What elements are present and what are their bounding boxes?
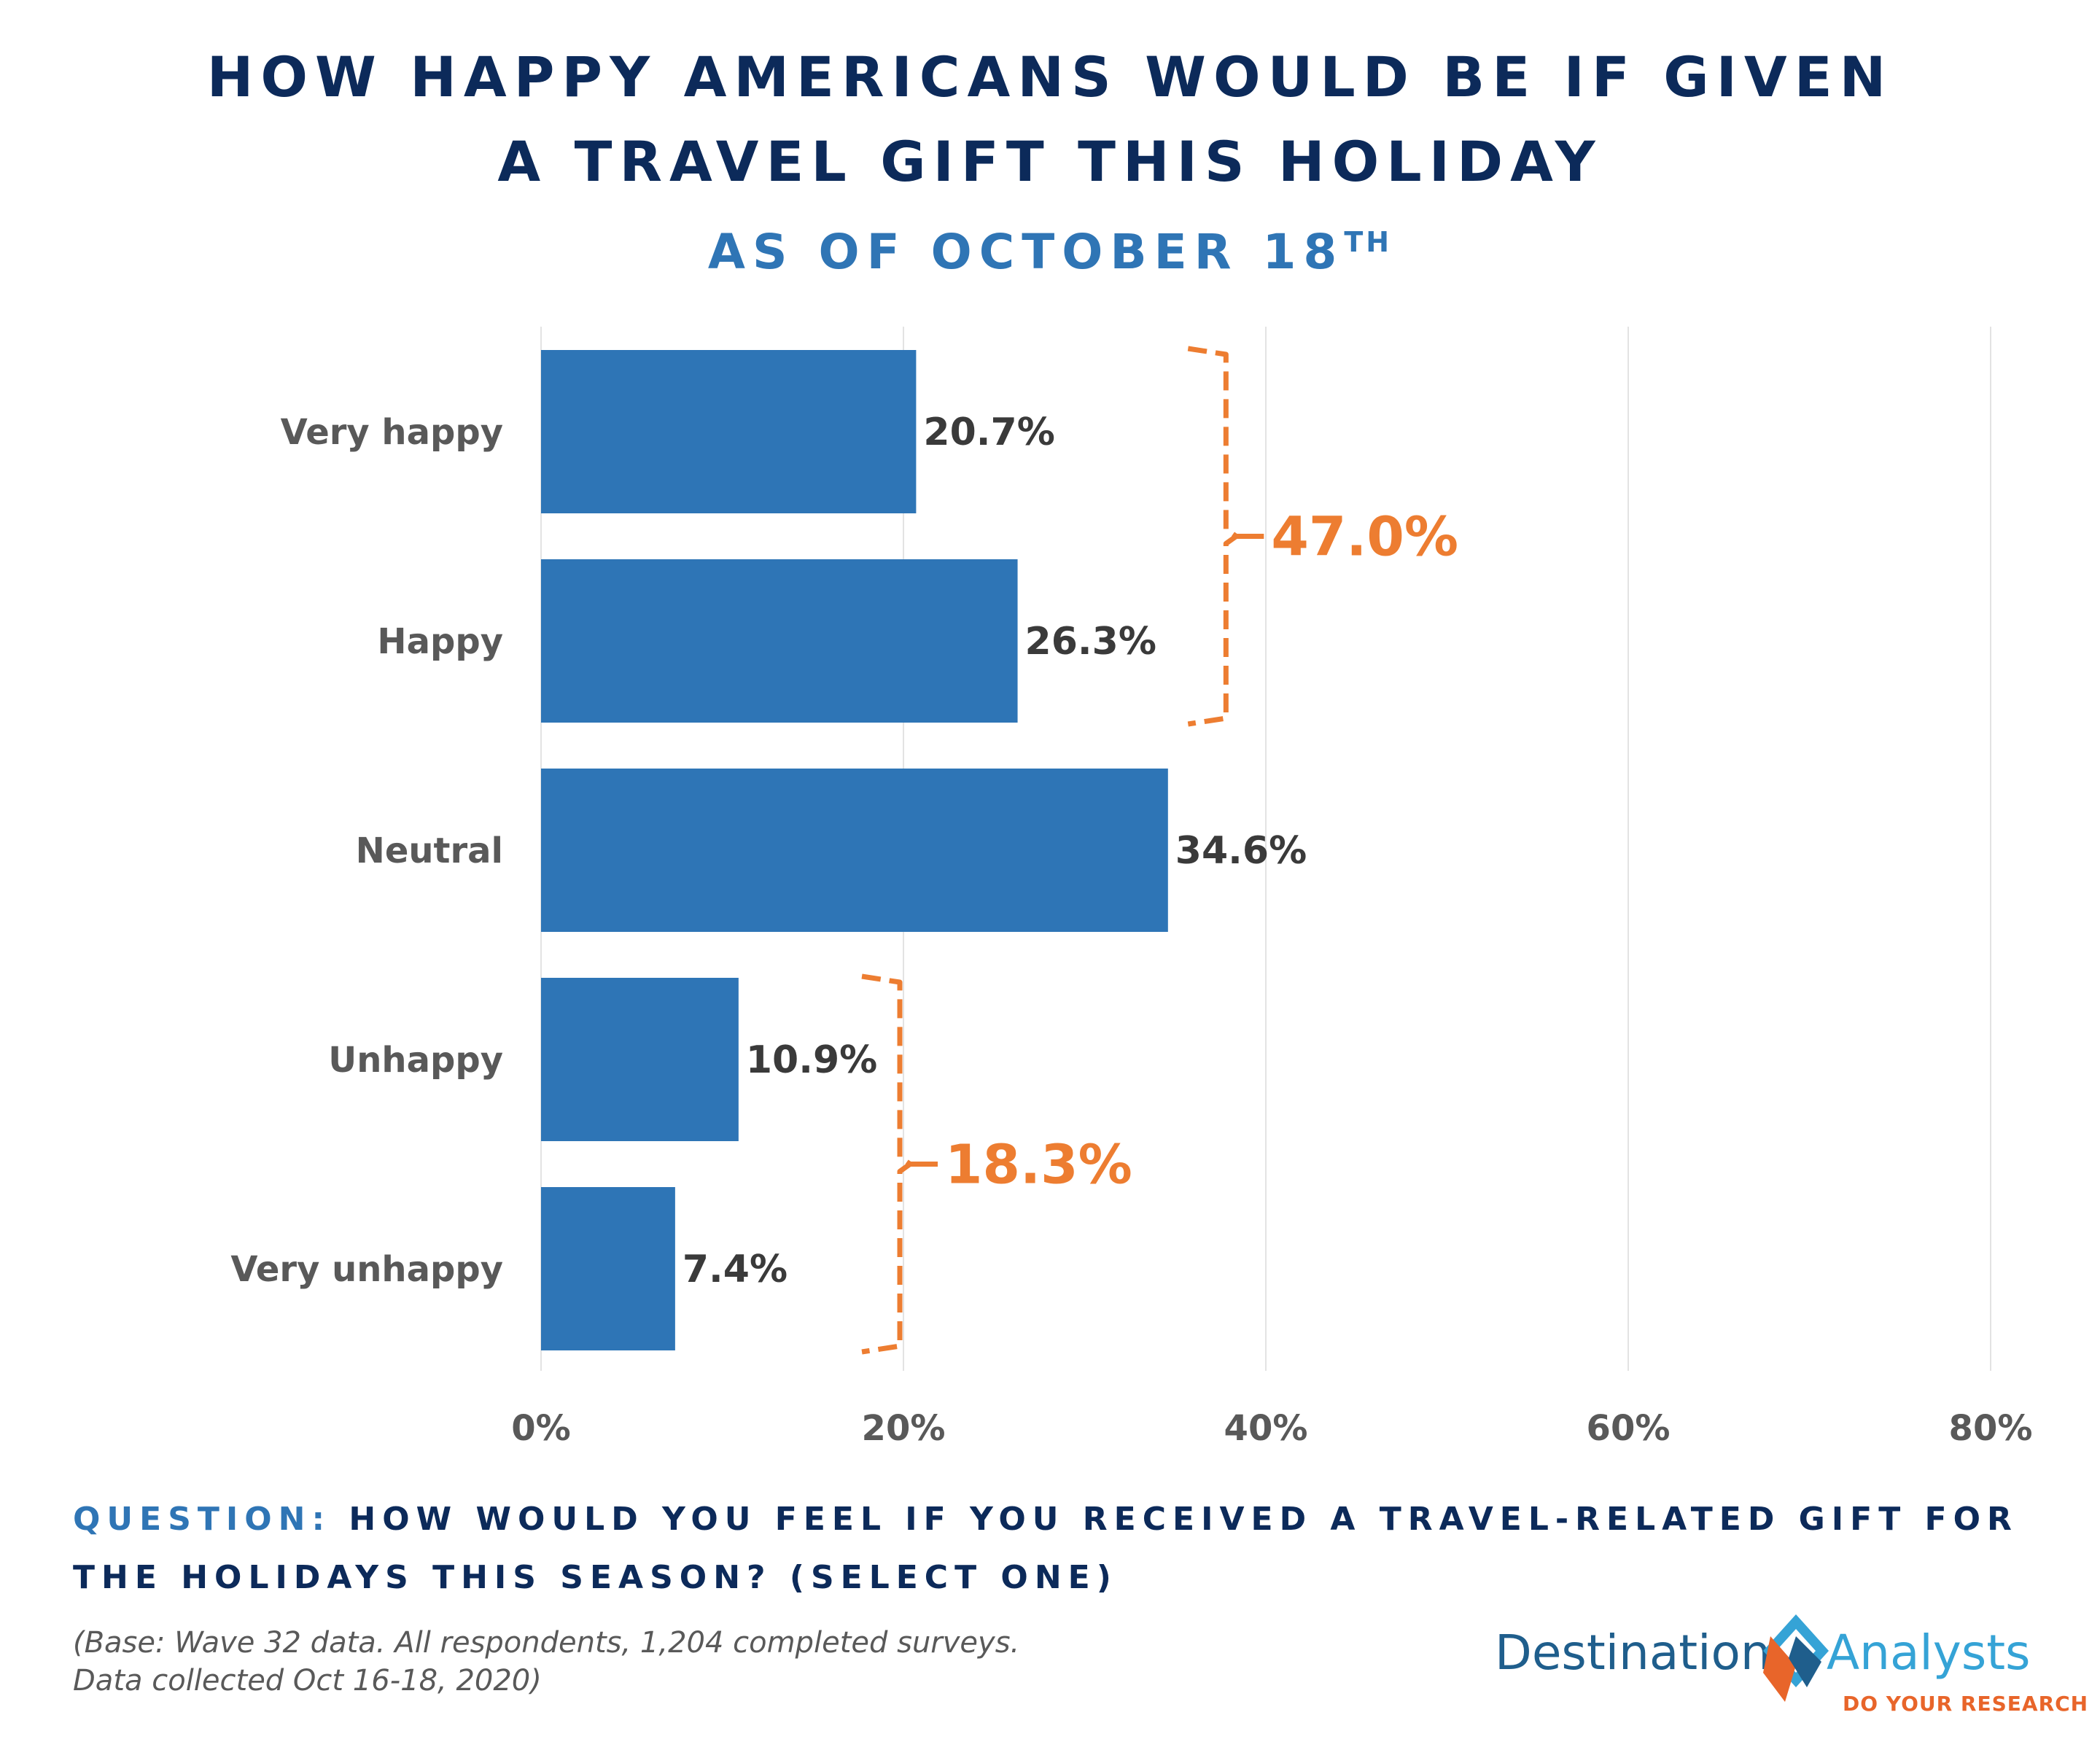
bars	[541, 350, 1168, 1350]
base-note-line-1: (Base: Wave 32 data. All respondents, 1,…	[73, 1626, 1020, 1660]
logo-word-analysts: Analysts	[1827, 1625, 2031, 1681]
logo-word-destination: Destination	[1495, 1625, 1771, 1681]
bar	[541, 350, 917, 513]
group-brackets: 47.0% 18.3%	[861, 346, 1458, 1355]
value-label: 10.9%	[746, 1038, 877, 1082]
category-label: Unhappy	[328, 1040, 503, 1081]
question-text: HOW WOULD YOU FEEL IF YOU RECEIVED A TRA…	[73, 1501, 2018, 1596]
value-label: 7.4%	[682, 1248, 788, 1291]
category-label: Very happy	[281, 412, 503, 453]
bar	[541, 559, 1018, 723]
destination-analysts-logo: Destination Analysts DO YOUR RESEARCH	[1495, 1611, 2088, 1721]
group-total-label: 47.0%	[1271, 506, 1458, 569]
logo-diamond-icon	[1763, 1614, 1829, 1702]
category-label: Happy	[377, 621, 503, 662]
chart-title-line-1: HOW HAPPY AMERICANS WOULD BE IF GIVEN	[206, 44, 1894, 109]
subtitle-superscript: TH	[1344, 226, 1393, 258]
bar	[541, 978, 739, 1141]
bar	[541, 769, 1168, 932]
group-total-label: 18.3%	[945, 1134, 1132, 1197]
logo-tagline: DO YOUR RESEARCH	[1843, 1692, 2089, 1716]
x-tick-label: 40%	[1224, 1408, 1308, 1449]
bar-chart: 0% 20% 40% 60% 80% Very happy 20.7% Happy 26.3% N…	[230, 327, 2032, 1449]
subtitle-text: AS OF OCTOBER 18	[707, 224, 1345, 280]
value-label: 34.6%	[1175, 829, 1307, 873]
category-label: Very unhappy	[230, 1249, 503, 1290]
bar	[541, 1187, 675, 1350]
category-label: Neutral	[356, 831, 503, 871]
group-bracket	[1187, 346, 1239, 727]
x-tick-label: 80%	[1949, 1408, 2033, 1449]
value-label: 26.3%	[1025, 620, 1156, 664]
value-label: 20.7%	[923, 411, 1054, 454]
chart-title-line-2: A TRAVEL GIFT THIS HOLIDAY	[497, 129, 1603, 194]
chart-subtitle: AS OF OCTOBER 18TH	[0, 211, 2100, 283]
survey-question: QUESTION: HOW WOULD YOU FEEL IF YOU RECE…	[73, 1490, 2042, 1607]
x-tick-label: 60%	[1587, 1408, 1671, 1449]
x-tick-label: 20%	[862, 1408, 946, 1449]
base-note-line-2: Data collected Oct 16-18, 2020)	[73, 1664, 542, 1698]
x-tick-label: 0%	[511, 1408, 571, 1449]
question-prefix: QUESTION:	[73, 1501, 332, 1538]
labels: 0% 20% 40% 60% 80% Very happy 20.7% Happy 26.3% N…	[230, 411, 2032, 1449]
